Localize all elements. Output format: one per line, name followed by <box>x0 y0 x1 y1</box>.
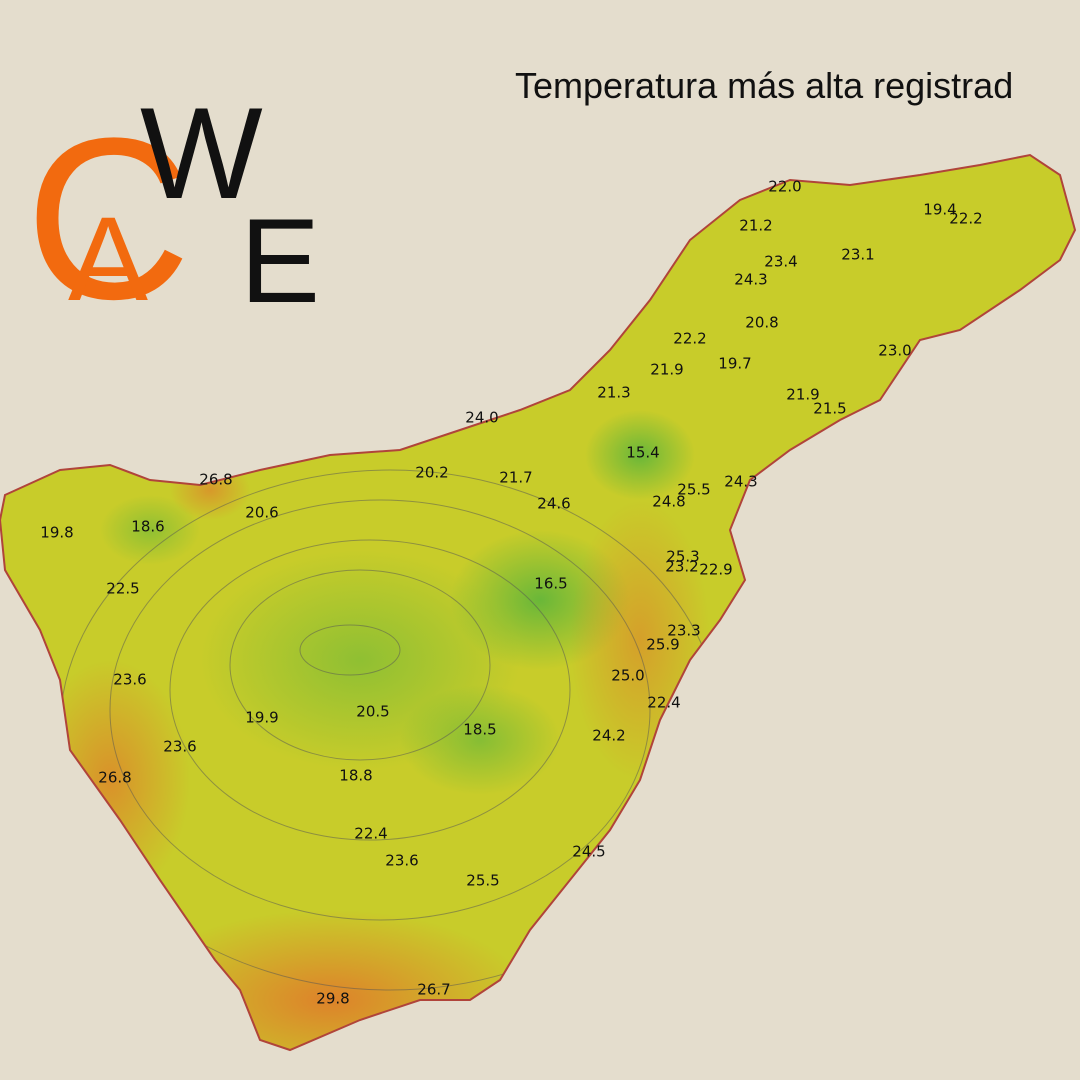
station-label: 23.3 <box>667 622 700 640</box>
station-label: 21.9 <box>650 361 683 379</box>
station-label: 21.2 <box>739 217 772 235</box>
station-label: 19.9 <box>245 709 278 727</box>
station-label: 23.6 <box>385 852 418 870</box>
station-label: 23.1 <box>841 246 874 264</box>
station-label: 24.5 <box>572 843 605 861</box>
title: Temperatura más alta registrad <box>515 65 1013 106</box>
station-label: 24.0 <box>465 409 498 427</box>
station-label: 15.4 <box>626 444 659 462</box>
station-label: 24.2 <box>592 727 625 745</box>
station-label: 29.8 <box>316 990 349 1008</box>
station-label: 21.5 <box>813 400 846 418</box>
station-label: 22.4 <box>354 825 387 843</box>
station-label: 20.2 <box>415 464 448 482</box>
station-label: 26.8 <box>98 769 131 787</box>
station-label: 24.3 <box>734 271 767 289</box>
station-label: 18.8 <box>339 767 372 785</box>
station-label: 22.2 <box>673 330 706 348</box>
logo-letter: A <box>68 192 148 326</box>
station-label: 22.9 <box>699 561 732 579</box>
station-label: 22.5 <box>106 580 139 598</box>
station-label: 20.6 <box>245 504 278 522</box>
station-label: 22.0 <box>768 178 801 196</box>
station-label: 22.4 <box>647 694 680 712</box>
station-label: 18.6 <box>131 518 164 536</box>
station-label: 21.9 <box>786 386 819 404</box>
logo-letter: E <box>240 194 320 328</box>
station-label: 26.8 <box>199 471 232 489</box>
station-label: 23.4 <box>764 253 797 271</box>
station-label: 19.4 <box>923 201 956 219</box>
logo: C A W E <box>25 80 320 347</box>
station-label: 24.6 <box>537 495 570 513</box>
station-label: 16.5 <box>534 575 567 593</box>
station-labels: 22.019.422.221.223.4 23.124.320.822.223.0… <box>40 178 982 1008</box>
station-label: 26.7 <box>417 981 450 999</box>
station-label: 25.0 <box>611 667 644 685</box>
station-label: 22.2 <box>949 210 982 228</box>
station-label: 20.8 <box>745 314 778 332</box>
station-label: 21.3 <box>597 384 630 402</box>
station-label: 19.8 <box>40 524 73 542</box>
station-label: 18.5 <box>463 721 496 739</box>
station-label: 23.2 <box>665 558 698 576</box>
station-label: 24.3 <box>724 473 757 491</box>
station-label: 21.7 <box>499 469 532 487</box>
station-label: 23.0 <box>878 342 911 360</box>
station-label: 25.5 <box>677 481 710 499</box>
station-label: 25.3 <box>666 548 699 566</box>
station-label: 24.8 <box>652 493 685 511</box>
station-label: 25.5 <box>466 872 499 890</box>
logo-letter: C <box>25 90 191 347</box>
station-label: 20.5 <box>356 703 389 721</box>
station-label: 19.7 <box>718 355 751 373</box>
station-label: 25.9 <box>646 636 679 654</box>
station-label: 23.6 <box>163 738 196 756</box>
logo-letter: W <box>140 80 263 226</box>
station-label: 23.6 <box>113 671 146 689</box>
